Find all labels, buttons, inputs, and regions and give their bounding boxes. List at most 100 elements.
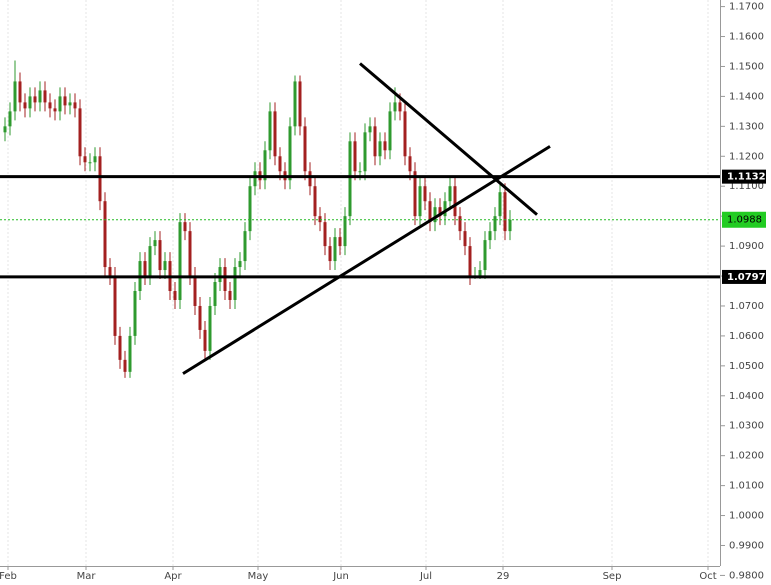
candle-body: [403, 111, 407, 157]
candle-body: [373, 126, 377, 157]
candle-body: [213, 282, 217, 306]
candle-body: [233, 267, 237, 300]
candle-body: [453, 186, 457, 217]
candle-body: [93, 156, 97, 163]
candle-body: [98, 156, 102, 202]
candle-body: [253, 171, 257, 187]
trend-line: [182, 145, 551, 375]
candle-body: [178, 222, 182, 300]
candle-body: [238, 261, 242, 268]
candle-body: [343, 216, 347, 247]
candle-body: [118, 335, 122, 360]
candle-body: [328, 246, 332, 262]
candle-body: [348, 141, 352, 217]
y-tick-label: 1.1400: [729, 91, 764, 102]
x-tick-label: Feb: [0, 571, 17, 582]
candle-body: [418, 186, 422, 217]
candle-body: [128, 335, 132, 372]
x-tick-label: Jun: [332, 571, 349, 582]
candle-body: [438, 207, 442, 217]
y-tick-label: 0.9800: [729, 570, 764, 581]
candle-body: [353, 141, 357, 172]
candle-body: [433, 207, 437, 223]
candle-body: [113, 276, 117, 336]
y-tick-label: 1.0600: [729, 331, 764, 342]
candle-body: [78, 108, 82, 157]
level-label: 1.0797: [727, 272, 766, 283]
candle-body: [208, 305, 212, 351]
candle-body: [338, 237, 342, 247]
candle-body: [248, 186, 252, 232]
candle-body: [488, 231, 492, 241]
last-price-box: [722, 211, 766, 228]
x-tick-label: May: [248, 571, 269, 582]
candle-body: [188, 231, 192, 277]
candle-body: [23, 102, 27, 109]
candle-body: [88, 162, 92, 164]
candle-body: [193, 276, 197, 306]
candle-body: [468, 246, 472, 277]
candle-body: [153, 240, 157, 247]
candle-body: [333, 237, 337, 262]
level-label-box: [722, 269, 766, 284]
level-label: 1.1132: [727, 172, 766, 183]
y-tick-label: 1.0700: [729, 301, 764, 312]
candle-body: [13, 81, 17, 112]
y-tick-label: 1.0900: [729, 241, 764, 252]
candle-body: [413, 171, 417, 217]
y-tick-label: 1.1600: [729, 32, 764, 43]
x-tick-label: Jul: [419, 571, 432, 582]
y-tick-label: 1.1100: [729, 181, 764, 192]
y-tick-label: 1.1500: [729, 61, 764, 72]
candle-body: [203, 329, 207, 351]
candle-body: [393, 102, 397, 112]
trend-line: [359, 62, 538, 216]
candle-body: [448, 186, 452, 202]
candle-body: [8, 111, 12, 127]
y-tick-label: 1.0500: [729, 361, 764, 372]
candle-body: [318, 216, 322, 223]
candle-body: [123, 359, 127, 372]
candle-body: [463, 231, 467, 247]
candle-body: [103, 201, 107, 268]
candle-body: [73, 102, 77, 109]
y-tick-label: 1.0400: [729, 391, 764, 402]
candle-body: [63, 96, 67, 106]
candle-body: [313, 186, 317, 217]
candle-body: [308, 171, 312, 187]
y-tick-label: 1.0200: [729, 451, 764, 462]
candle-body: [493, 216, 497, 232]
candle-body: [173, 291, 177, 300]
y-tick-label: 1.1200: [729, 151, 764, 162]
last-price-label: 1.0988: [727, 215, 762, 226]
x-tick-label: Apr: [164, 571, 182, 582]
candle-body: [303, 126, 307, 172]
y-tick-label: 0.9900: [729, 540, 764, 551]
candle-body: [18, 81, 22, 103]
candle-body: [288, 126, 292, 181]
candle-body: [218, 267, 222, 283]
y-tick-label: 1.0100: [729, 481, 764, 492]
candle-body: [223, 267, 227, 292]
candle-body: [183, 222, 187, 232]
candle-body: [358, 171, 362, 173]
candle-body: [443, 201, 447, 217]
candle-body: [268, 111, 272, 151]
x-tick-label: Oct: [699, 571, 716, 582]
y-tick-label: 1.1300: [729, 121, 764, 132]
candle-body: [28, 96, 32, 109]
candle-body: [273, 111, 277, 157]
x-tick-label: 29: [497, 571, 510, 582]
candle-body: [323, 222, 327, 247]
candle-body: [133, 291, 137, 336]
candle-body: [278, 156, 282, 172]
y-tick-label: 1.0000: [729, 511, 764, 522]
candle-body: [398, 102, 402, 112]
candle-body: [38, 90, 42, 103]
candle-body: [388, 111, 392, 151]
candle-body: [508, 219, 512, 232]
candle-body: [143, 261, 147, 277]
candle-body: [58, 96, 62, 112]
